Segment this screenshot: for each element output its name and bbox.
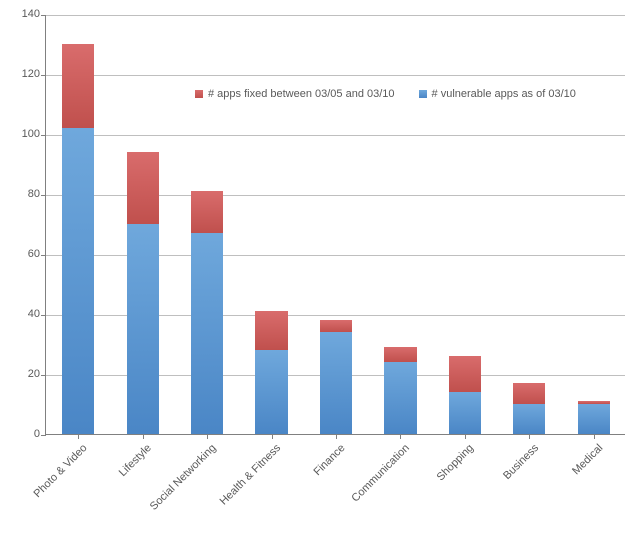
gridline	[46, 75, 625, 76]
bar-segment-vulnerable	[513, 404, 545, 434]
x-tick-mark	[400, 434, 401, 439]
x-tick-label: Photo & Video	[32, 442, 90, 500]
bar-segment-fixed	[513, 383, 545, 404]
bar-segment-fixed	[191, 191, 223, 233]
x-tick-mark	[207, 434, 208, 439]
y-tick-label: 120	[22, 68, 40, 80]
bar-segment-vulnerable	[191, 233, 223, 434]
legend-swatch	[195, 90, 203, 98]
x-tick-mark	[465, 434, 466, 439]
x-tick-label: Business	[501, 442, 541, 482]
y-tick-mark	[41, 75, 46, 76]
x-tick-mark	[336, 434, 337, 439]
bar-segment-fixed	[384, 347, 416, 362]
x-tick-mark	[594, 434, 595, 439]
bar-segment-vulnerable	[127, 224, 159, 434]
x-tick-label: Health & Fitness	[217, 442, 283, 508]
bar-segment-vulnerable	[449, 392, 481, 434]
stacked-bar-chart: 0 20 40 60 80 100 120 140 Photo & Video Lifestyle…	[0, 0, 640, 555]
bar-segment-fixed	[127, 152, 159, 224]
bar-segment-fixed	[62, 44, 94, 128]
y-tick-label: 140	[22, 8, 40, 20]
x-tick-mark	[78, 434, 79, 439]
y-tick-mark	[41, 135, 46, 136]
y-tick-mark	[41, 375, 46, 376]
y-tick-label: 60	[28, 248, 40, 260]
bar-segment-vulnerable	[384, 362, 416, 434]
bar-segment-vulnerable	[578, 404, 610, 434]
bar-segment-fixed	[449, 356, 481, 392]
x-tick-mark	[529, 434, 530, 439]
y-tick-label: 20	[28, 368, 40, 380]
plot-area: 020406080100120140Photo & VideoLifestyle…	[45, 15, 625, 435]
legend-swatch	[419, 90, 427, 98]
legend-label: # apps fixed between 03/05 and 03/10	[208, 88, 395, 100]
x-tick-label: Lifestyle	[117, 442, 154, 479]
x-tick-label: Social Networking	[148, 442, 219, 513]
legend: # apps fixed between 03/05 and 03/10 # vu…	[195, 88, 576, 100]
y-tick-mark	[41, 15, 46, 16]
x-tick-label: Communication	[349, 442, 412, 505]
legend-item: # apps fixed between 03/05 and 03/10	[195, 88, 395, 100]
y-tick-label: 100	[22, 128, 40, 140]
x-tick-label: Medical	[570, 442, 605, 477]
y-tick-mark	[41, 255, 46, 256]
bar-segment-vulnerable	[255, 350, 287, 434]
y-tick-label: 0	[34, 428, 40, 440]
legend-label: # vulnerable apps as of 03/10	[432, 88, 576, 100]
y-tick-label: 40	[28, 308, 40, 320]
bar-segment-vulnerable	[320, 332, 352, 434]
bar-segment-vulnerable	[62, 128, 94, 434]
bar-segment-fixed	[320, 320, 352, 332]
y-tick-mark	[41, 435, 46, 436]
y-tick-mark	[41, 315, 46, 316]
x-tick-mark	[272, 434, 273, 439]
legend-item: # vulnerable apps as of 03/10	[419, 88, 576, 100]
bar-segment-fixed	[578, 401, 610, 404]
gridline	[46, 135, 625, 136]
bar-segment-fixed	[255, 311, 287, 350]
x-tick-label: Finance	[311, 442, 347, 478]
x-tick-label: Shopping	[435, 442, 476, 483]
y-tick-mark	[41, 195, 46, 196]
x-tick-mark	[143, 434, 144, 439]
gridline	[46, 15, 625, 16]
y-tick-label: 80	[28, 188, 40, 200]
